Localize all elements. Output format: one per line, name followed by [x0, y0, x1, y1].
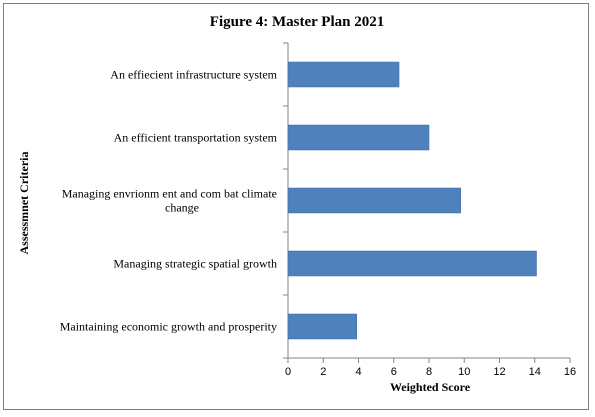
- bar: [287, 187, 461, 214]
- x-axis-title: Weighted Score: [390, 380, 471, 394]
- bar: [287, 124, 430, 151]
- plot-area: 0 2 4 6 8 10 12 14 16 An effiecient infrastructur…: [60, 42, 576, 378]
- category-label: An effiecient infrastructure system: [110, 68, 277, 82]
- x-tick-label: 14: [529, 366, 541, 378]
- x-tick-label: 10: [458, 366, 470, 378]
- x-tick-label: 2: [320, 366, 326, 378]
- category-label: Managing envrionm ent and com bat climat…: [62, 187, 277, 215]
- category-label: An efficient transportation system: [114, 131, 278, 145]
- bar: [287, 250, 537, 277]
- category-label-line: Maintaining economic growth and prosperi…: [60, 320, 277, 334]
- x-tick-label: 8: [426, 366, 432, 378]
- x-tick-label: 16: [564, 366, 576, 378]
- y-axis-title: Assessmnet Criteria: [17, 152, 31, 255]
- bar: [287, 313, 357, 340]
- category-label-line: An effiecient infrastructure system: [110, 68, 277, 82]
- category-label-line: Managing strategic spatial growth: [113, 257, 277, 271]
- x-tick-label: 6: [391, 366, 397, 378]
- category-label-line: Managing envrionm ent and com bat climat…: [62, 187, 277, 201]
- category-label-line: change: [165, 201, 199, 215]
- category-label-line: An efficient transportation system: [114, 131, 278, 145]
- category-label: Maintaining economic growth and prosperi…: [60, 320, 277, 334]
- x-tick-label: 0: [285, 366, 291, 378]
- x-tick-label: 12: [493, 366, 505, 378]
- bar: [287, 61, 400, 88]
- category-label: Managing strategic spatial growth: [113, 257, 277, 271]
- chart-title: Figure 4: Master Plan 2021: [210, 14, 384, 30]
- x-tick-label: 4: [355, 366, 361, 378]
